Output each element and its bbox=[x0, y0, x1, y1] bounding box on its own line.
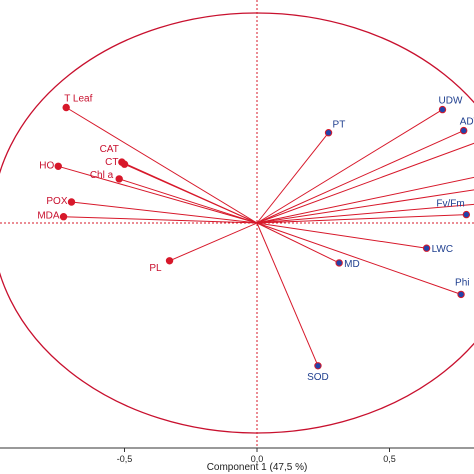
vector-udw bbox=[256, 109, 443, 224]
label-md: MD bbox=[344, 259, 360, 270]
vector-pt bbox=[256, 132, 329, 224]
x-axis-ticks: -0,5 0,0 0,5 bbox=[117, 448, 396, 464]
vector-t-leaf bbox=[65, 107, 258, 224]
loading-labels: T Leaf CAT CT Chl a HO POX MDA PL PT UDW ADW Fv/Fm L… bbox=[37, 94, 474, 383]
point-ho bbox=[54, 162, 62, 171]
label-ho: HO bbox=[39, 160, 54, 171]
point-pox bbox=[67, 198, 76, 206]
label-pt: PT bbox=[333, 120, 346, 131]
label-chl-a: Chl a bbox=[90, 170, 114, 181]
point-t-leaf bbox=[62, 103, 70, 112]
vector-ct bbox=[124, 163, 258, 224]
point-lwc bbox=[422, 244, 431, 252]
label-udw: UDW bbox=[439, 96, 463, 107]
label-fv-fm: Fv/Fm bbox=[436, 199, 464, 210]
point-udw bbox=[438, 105, 447, 114]
x-tick-label: 0,0 bbox=[251, 454, 264, 464]
point-mda bbox=[59, 213, 68, 221]
x-axis-title: Component 1 (47,5 %) bbox=[207, 462, 308, 473]
x-tick-label: 0,5 bbox=[383, 454, 396, 464]
point-chl-a bbox=[115, 175, 123, 183]
point-phi bbox=[457, 290, 465, 299]
point-adw bbox=[460, 126, 468, 135]
vector-sod bbox=[256, 222, 319, 366]
loading-points bbox=[54, 103, 471, 370]
point-pt bbox=[324, 129, 333, 137]
point-md bbox=[335, 259, 343, 267]
label-phi: Phi bbox=[455, 277, 469, 288]
label-pl: PL bbox=[149, 263, 162, 274]
vector-lwc bbox=[256, 222, 427, 249]
point-pl bbox=[165, 257, 174, 265]
label-mda: MDA bbox=[37, 211, 60, 222]
unlabeled-vector-1 bbox=[256, 176, 474, 224]
loading-vectors bbox=[58, 107, 474, 366]
point-ct bbox=[120, 160, 129, 168]
point-sod bbox=[314, 362, 322, 370]
label-pox: POX bbox=[46, 196, 67, 207]
label-adw: ADW bbox=[460, 117, 474, 128]
label-lwc: LWC bbox=[432, 244, 453, 255]
vector-md bbox=[256, 222, 340, 264]
unlabeled-vector-2 bbox=[256, 189, 474, 224]
vector-mda bbox=[63, 216, 258, 224]
label-ct: CT bbox=[105, 157, 118, 168]
unlabeled-vector-3 bbox=[256, 203, 474, 224]
vector-adw bbox=[256, 130, 464, 224]
vector-phi bbox=[256, 222, 462, 295]
vector-chl-a bbox=[119, 178, 258, 224]
vector-fv-fm bbox=[256, 214, 467, 224]
vector-pl bbox=[169, 222, 258, 262]
vector-pox bbox=[71, 201, 258, 224]
label-sod: SOD bbox=[307, 372, 329, 383]
point-fv-fm bbox=[462, 210, 471, 219]
label-t-leaf: T Leaf bbox=[64, 94, 92, 105]
vector-ho bbox=[58, 165, 258, 224]
unlabeled-vector-0 bbox=[256, 142, 474, 224]
label-cat: CAT bbox=[100, 144, 119, 155]
x-tick-label: -0,5 bbox=[117, 454, 133, 464]
